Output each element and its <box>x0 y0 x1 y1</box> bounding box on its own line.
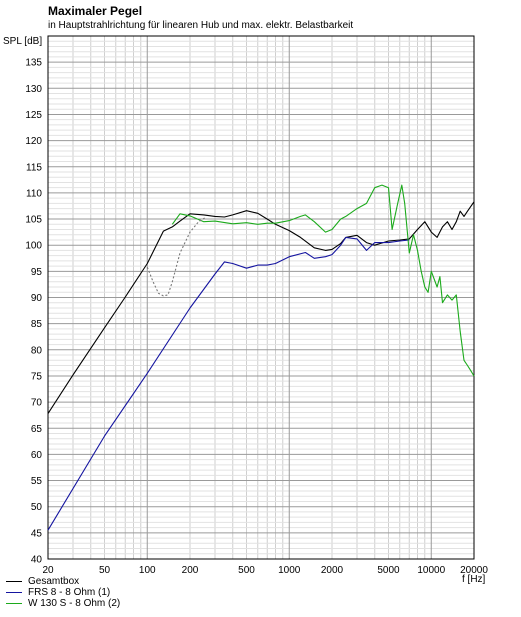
y-tick-label: 40 <box>31 555 43 566</box>
y-tick-label: 115 <box>26 162 42 173</box>
y-tick-label: 95 <box>31 267 43 278</box>
x-tick-label: 200 <box>182 565 199 576</box>
legend-swatch <box>6 603 22 604</box>
y-axis-label: SPL [dB] <box>3 36 42 47</box>
y-tick-label: 120 <box>25 136 42 147</box>
series-layer <box>47 184 475 531</box>
x-tick-label: 20000 <box>460 565 488 576</box>
y-tick-labels: 40 45 50 55 60 65 70 75 80 85 90 95 100 105 110 115 120 1… <box>25 58 42 566</box>
y-tick-label: 105 <box>25 215 42 226</box>
legend: Gesamtbox FRS 8 - 8 Ohm (1) W 130 S - 8 Oh… <box>6 576 120 609</box>
major-gridlines <box>48 36 474 559</box>
y-tick-label: 125 <box>25 110 42 121</box>
legend-label: FRS 8 - 8 Ohm (1) <box>28 587 111 598</box>
y-tick-label: 85 <box>31 319 43 330</box>
y-tick-label: 100 <box>25 241 42 252</box>
y-tick-label: 75 <box>31 371 43 382</box>
series-line-gesamtbox <box>47 201 475 414</box>
y-tick-label: 90 <box>31 293 43 304</box>
x-tick-label: 2000 <box>321 565 344 576</box>
legend-swatch <box>6 581 22 582</box>
y-tick-label: 50 <box>31 502 43 513</box>
legend-label: Gesamtbox <box>28 576 80 587</box>
legend-item: FRS 8 - 8 Ohm (1) <box>6 587 120 598</box>
x-tick-label: 1000 <box>278 565 301 576</box>
x-axis-label: f [Hz] <box>462 574 486 585</box>
legend-item: W 130 S - 8 Ohm (2) <box>6 598 120 609</box>
legend-label: W 130 S - 8 Ohm (2) <box>28 598 121 609</box>
x-tick-label: 100 <box>139 565 156 576</box>
x-tick-labels: 20 50 100 200 500 1000 2000 5000 10000 20000 <box>42 565 488 576</box>
series-line-w-130-s-8-ohm-2 <box>171 184 475 377</box>
legend-swatch <box>6 592 22 593</box>
chart-title: Maximaler Pegel <box>48 4 143 18</box>
y-tick-label: 65 <box>31 424 43 435</box>
x-tick-label: 10000 <box>417 565 445 576</box>
series-line-dashed <box>146 216 207 297</box>
y-tick-label: 130 <box>25 84 42 95</box>
series-line-frs-8-8-ohm-1 <box>47 236 410 531</box>
y-tick-label: 60 <box>31 450 43 461</box>
y-tick-label: 45 <box>31 528 43 539</box>
y-tick-label: 110 <box>26 188 42 199</box>
x-tick-label: 50 <box>99 565 111 576</box>
y-tick-label: 80 <box>31 345 43 356</box>
legend-item: Gesamtbox <box>6 576 120 587</box>
x-tick-label: 20 <box>42 565 54 576</box>
y-tick-label: 55 <box>31 476 43 487</box>
y-tick-label: 135 <box>25 58 42 69</box>
plot-frame <box>47 35 475 560</box>
x-tick-label: 5000 <box>377 565 400 576</box>
y-tick-label: 70 <box>31 398 43 409</box>
chart-subtitle: in Hauptstrahlrichtung für linearen Hub … <box>48 20 354 31</box>
x-tick-label: 500 <box>238 565 255 576</box>
